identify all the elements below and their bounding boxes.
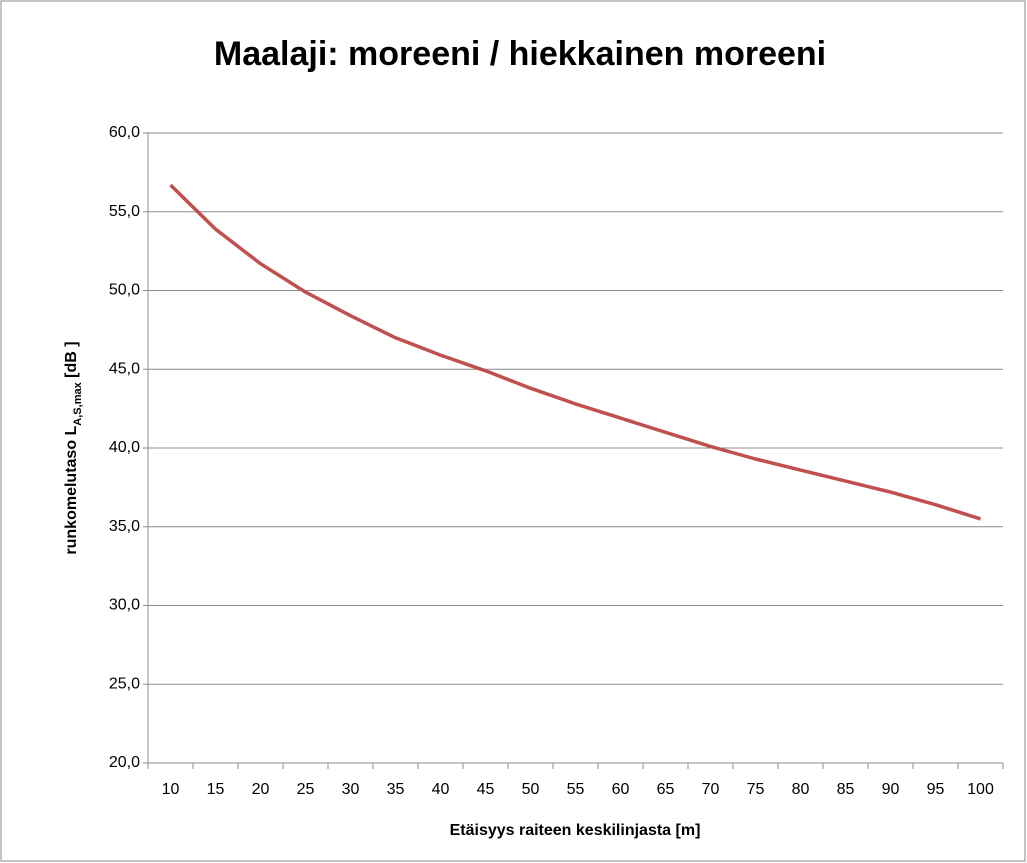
- x-tick-label: 90: [882, 781, 900, 798]
- y-tick-label: 20,0: [109, 754, 140, 771]
- y-tick-label: 50,0: [109, 282, 140, 299]
- x-tick-label: 20: [252, 781, 270, 798]
- x-tick-label: 25: [297, 781, 315, 798]
- x-axis-label: Etäisyys raiteen keskilinjasta [m]: [450, 822, 701, 839]
- y-tick-label: 45,0: [109, 360, 140, 377]
- x-tick-label: 35: [387, 781, 405, 798]
- x-tick-label: 80: [792, 781, 810, 798]
- x-tick-label: 85: [837, 781, 855, 798]
- x-tick-label: 30: [342, 781, 360, 798]
- y-axis-label-sub: A,S,max: [72, 381, 84, 425]
- y-axis-label-main: runkomelutaso L: [63, 425, 80, 554]
- x-tick-label: 75: [747, 781, 765, 798]
- y-tick-label: 35,0: [109, 518, 140, 535]
- x-tick-label: 15: [207, 781, 225, 798]
- y-tick-label: 55,0: [109, 203, 140, 220]
- x-tick-label: 60: [612, 781, 630, 798]
- x-tick-label: 45: [477, 781, 495, 798]
- y-tick-label: 30,0: [109, 597, 140, 614]
- x-tick-label: 70: [702, 781, 720, 798]
- y-axis-label: runkomelutaso LA,S,max [dB ]: [63, 341, 84, 554]
- x-tick-label: 95: [927, 781, 945, 798]
- x-tick-label: 55: [567, 781, 585, 798]
- y-tick-label: 25,0: [109, 675, 140, 692]
- x-tick-label: 50: [522, 781, 540, 798]
- data-line: [169, 183, 982, 521]
- x-tick-label: 100: [967, 781, 994, 798]
- x-tick-label: 65: [657, 781, 675, 798]
- y-tick-label: 40,0: [109, 439, 140, 456]
- chart-title: Maalaji: moreeni / hiekkainen moreeni: [214, 35, 826, 73]
- y-tick-label: 60,0: [109, 124, 140, 141]
- y-axis-label-suffix: [dB ]: [63, 341, 80, 382]
- x-tick-label: 40: [432, 781, 450, 798]
- x-tick-label: 10: [162, 781, 180, 798]
